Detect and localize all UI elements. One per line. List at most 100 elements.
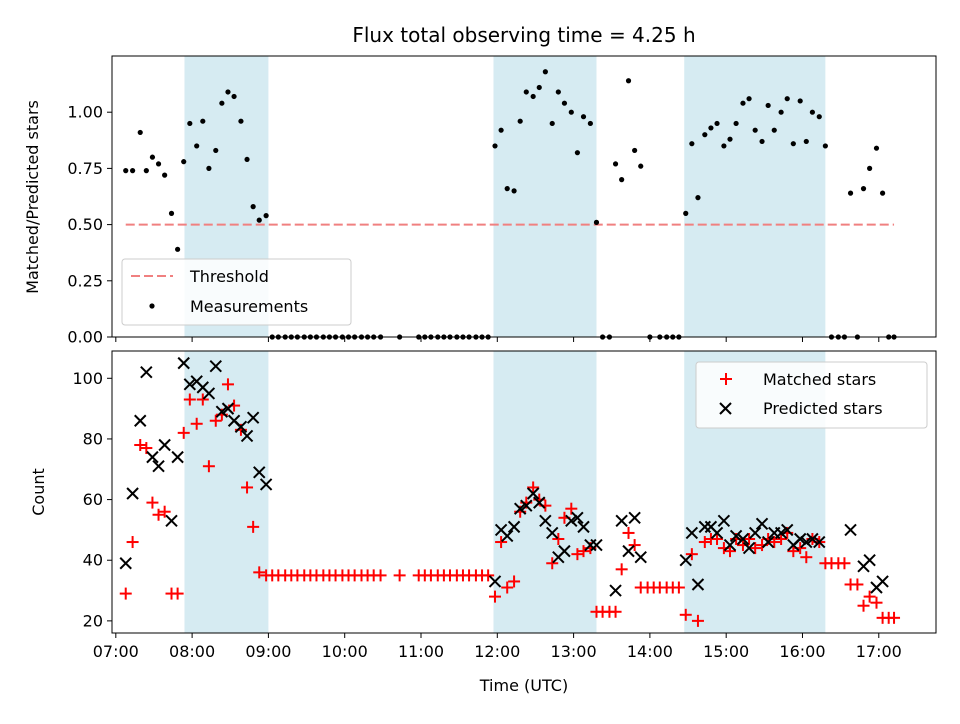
measurement-point-19 [244, 156, 250, 163]
matched-point-40 [374, 569, 387, 582]
bottom-plot-frame [111, 350, 937, 634]
measurement-point-83 [683, 210, 689, 216]
matched-point-66 [565, 502, 578, 515]
matched-point-98 [768, 536, 781, 549]
predicted-point-44 [634, 550, 647, 564]
top-shade-2 [684, 56, 826, 337]
measurement-point-92 [740, 100, 746, 106]
matched-point-87 [698, 536, 711, 549]
measurement-point-60 [530, 93, 536, 100]
matched-point-20 [247, 520, 260, 533]
predicted-point-36 [571, 511, 584, 524]
predicted-point-46 [685, 526, 699, 540]
measurement-point-58 [517, 118, 523, 124]
matched-point-75 [622, 526, 635, 539]
predicted-point-52 [723, 538, 737, 552]
matched-point-89 [711, 533, 724, 545]
predicted-point-9 [177, 356, 190, 370]
matched-point-60 [527, 481, 540, 494]
legend-predicted-swatch [719, 402, 732, 415]
measurement-point-17 [231, 93, 237, 100]
predicted-point-4 [146, 450, 159, 464]
measurement-point-59 [523, 89, 529, 95]
legend-measurements-label: Measurements [190, 297, 308, 316]
matched-point-4 [146, 496, 159, 509]
predicted-point-47 [691, 578, 705, 591]
measurement-point-64 [555, 89, 561, 95]
measurement-point-74 [619, 177, 625, 183]
measurement-point-67 [574, 150, 581, 156]
measurement-point-85 [695, 195, 701, 201]
predicted-point-1 [126, 487, 139, 500]
top-ytick-label-3: 0.75 [67, 159, 103, 178]
measurement-point-54 [492, 143, 498, 149]
predicted-point-13 [202, 387, 216, 400]
top-x-axis-ticks [115, 337, 880, 342]
measurement-point-18 [238, 118, 244, 124]
top-shaded-intervals [184, 56, 826, 337]
bottom-ytick-label-1: 40 [83, 551, 103, 570]
bottom-xtick-label-0: 07:00 [93, 642, 139, 661]
measurement-point-100 [790, 141, 796, 147]
matched-point-5 [152, 508, 165, 521]
predicted-point-45 [679, 554, 692, 567]
matched-point-19 [241, 481, 254, 494]
matched-point-54 [489, 590, 502, 603]
bottom-ytick-label-2: 60 [83, 490, 103, 509]
matched-point-16 [221, 378, 234, 391]
measurement-point-105 [822, 143, 828, 149]
bottom-xtick-label-5: 12:00 [474, 642, 520, 661]
bottom-x-axis-ticks: 07:00 08:00 09:00 10:00 11:00 12:00 13:00 14:00… [93, 633, 902, 661]
bottom-ytick-label-3: 80 [83, 429, 103, 448]
measurement-point-3 [143, 168, 149, 174]
measurement-point-10 [187, 120, 193, 127]
matched-point-111 [851, 578, 864, 591]
predicted-point-32 [546, 526, 559, 540]
matched-point-53 [482, 569, 495, 582]
predicted-point-2 [134, 414, 147, 427]
measurement-point-4 [149, 154, 156, 160]
matched-point-91 [724, 545, 736, 558]
measurement-points [123, 69, 897, 340]
matched-point-11 [190, 417, 203, 430]
measurement-point-104 [816, 114, 822, 120]
predicted-stars-points [119, 356, 889, 597]
predicted-point-42 [622, 544, 635, 558]
top-panel: Flux total observing time = 4.25 h 0.000… [23, 23, 937, 347]
predicted-point-23 [488, 575, 502, 588]
matched-point-113 [863, 590, 876, 603]
matched-point-63 [546, 557, 559, 570]
predicted-point-16 [221, 402, 235, 415]
matched-point-84 [679, 608, 692, 621]
bottom-shade-0 [184, 351, 269, 633]
matched-point-8 [171, 587, 184, 600]
predicted-point-53 [729, 529, 743, 543]
bottom-xtick-label-2: 09:00 [245, 642, 291, 661]
matched-point-67 [571, 548, 584, 561]
predicted-point-28 [520, 499, 533, 512]
bottom-xtick-label-4: 11:00 [398, 642, 444, 661]
bottom-legend-box [695, 361, 928, 429]
matched-point-85 [685, 548, 698, 561]
predicted-point-8 [171, 450, 184, 464]
measurement-point-66 [568, 109, 574, 115]
predicted-point-63 [793, 532, 807, 546]
measurement-point-96 [765, 102, 771, 109]
top-ytick-label-2: 0.50 [67, 215, 103, 234]
predicted-point-22 [259, 478, 273, 491]
predicted-point-7 [165, 514, 178, 528]
measurement-point-61 [536, 84, 542, 91]
measurement-point-0 [123, 168, 129, 174]
measurement-point-11 [194, 143, 200, 149]
top-ytick-label-1: 0.25 [67, 271, 103, 290]
predicted-point-31 [539, 514, 552, 528]
predicted-point-27 [513, 502, 527, 515]
predicted-point-64 [800, 535, 813, 549]
matched-point-83 [672, 581, 685, 594]
top-shade-1 [493, 56, 597, 337]
measurement-point-70 [593, 219, 600, 225]
matched-point-109 [838, 557, 851, 570]
measurement-point-5 [155, 161, 162, 167]
legend-threshold-label: Threshold [189, 267, 269, 286]
